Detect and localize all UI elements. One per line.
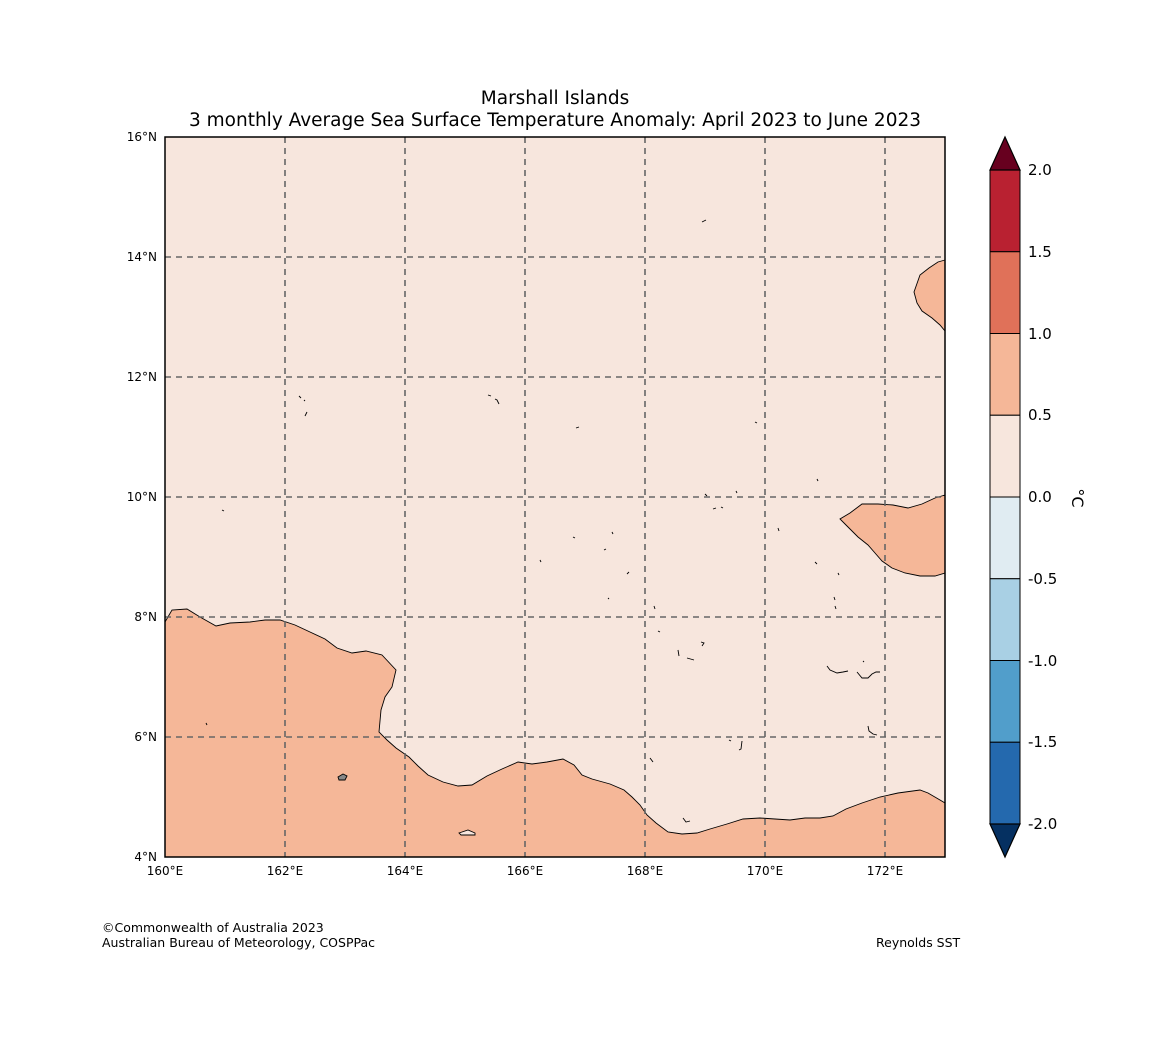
colorbar-tick-label: 2.0 (1028, 161, 1052, 179)
colorbar-tick-label: -1.0 (1028, 651, 1058, 670)
colorbar-bin (989, 578, 1021, 661)
colorbar-tick-label: -1.5 (1028, 733, 1058, 752)
longitude-tick-label: 166°E (506, 864, 544, 878)
latitude-tick-label: 12°N (126, 370, 157, 384)
colorbar-bin (989, 414, 1021, 498)
warm-region-south (164, 608, 946, 858)
colorbar-tick-label: 0.5 (1028, 406, 1052, 425)
data-source-text: Reynolds SST (876, 935, 961, 950)
colorbar (989, 135, 1021, 859)
colorbar-bin (989, 741, 1021, 825)
colorbar-tick-label: 1.5 (1028, 242, 1052, 261)
island-outlines (205, 219, 880, 823)
colorbar-bin (989, 251, 1021, 334)
latitude-tick-label: 4°N (134, 850, 157, 864)
longitude-tick-label: 168°E (626, 864, 664, 878)
longitude-tick-label: 162°E (266, 864, 304, 878)
map-subtitle: 3 monthly Average Sea Surface Temperatur… (188, 110, 922, 131)
map-gridlines (165, 137, 945, 857)
colorbar-tick-label: 0.0 (1028, 488, 1052, 506)
colorbar-tick-label: 1.0 (1028, 324, 1052, 343)
warm-region-east (839, 494, 946, 577)
latitude-tick-label: 8°N (134, 610, 157, 624)
latitude-tick-label: 14°N (126, 250, 157, 264)
land-patches (337, 773, 476, 836)
agency-text: Australian Bureau of Meteorology, COSPPa… (102, 935, 375, 950)
map-title: Marshall Islands (480, 88, 630, 109)
copyright-text: ©Commonwealth of Australia 2023 (102, 920, 324, 935)
colorbar-unit-label: °C (1068, 488, 1087, 508)
latitude-tick-label: 16°N (126, 130, 157, 144)
latitude-tick-label: 6°N (134, 730, 157, 744)
colorbar-under-arrow (989, 823, 1021, 859)
latitude-tick-label: 10°N (126, 490, 157, 504)
longitude-tick-label: 164°E (386, 864, 424, 878)
colorbar-bin (989, 660, 1021, 743)
colorbar-bin (989, 169, 1021, 253)
colorbar-bin (989, 333, 1021, 416)
colorbar-tick-label: -2.0 (1028, 815, 1058, 833)
sandbar-shape (458, 829, 476, 836)
longitude-tick-label: 172°E (866, 864, 904, 878)
warm-region-northeast (913, 259, 946, 333)
map-frame (164, 136, 946, 858)
longitude-tick-label: 170°E (746, 864, 784, 878)
colorbar-bin (989, 496, 1021, 580)
warm-anomaly-regions (164, 259, 946, 858)
island-kosrae-shape (337, 773, 348, 781)
colorbar-tick-label: -0.5 (1028, 569, 1058, 588)
colorbar-over-arrow (989, 135, 1021, 171)
longitude-tick-label: 160°E (146, 864, 184, 878)
